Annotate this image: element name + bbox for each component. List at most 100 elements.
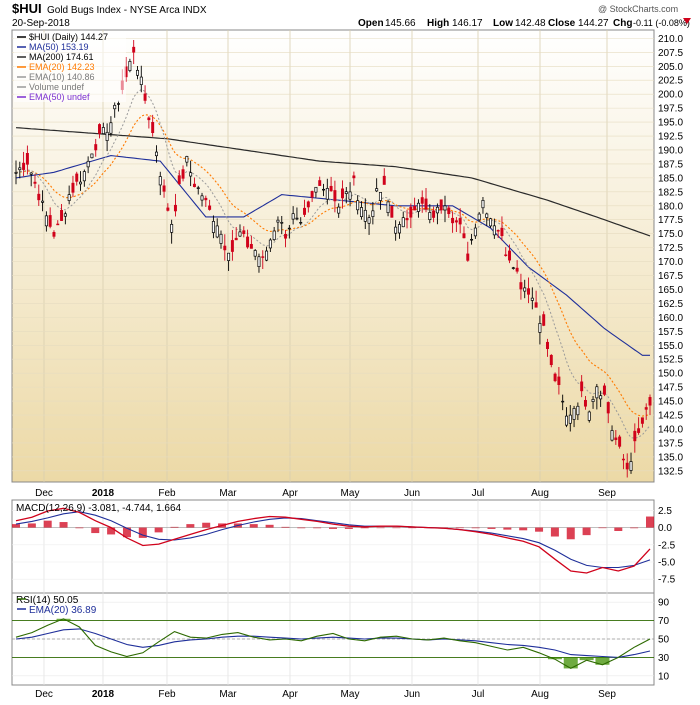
x-tick-label: May bbox=[341, 488, 360, 499]
candle bbox=[386, 201, 390, 214]
rsi-layer bbox=[15, 618, 651, 670]
candle bbox=[196, 187, 200, 189]
macd-histogram-bar bbox=[376, 527, 385, 529]
price-layer bbox=[14, 40, 652, 478]
candle bbox=[602, 385, 606, 395]
candle bbox=[341, 188, 344, 199]
x-tick-label: Mar bbox=[219, 689, 237, 700]
macd-histogram-bar bbox=[122, 527, 131, 538]
macd-signal-line bbox=[15, 511, 651, 569]
macd-tick-label: -7.5 bbox=[658, 575, 676, 586]
candle bbox=[185, 156, 189, 163]
candle bbox=[246, 236, 250, 248]
candle bbox=[580, 381, 584, 392]
candle bbox=[329, 185, 333, 192]
candle bbox=[481, 199, 485, 209]
macd-histogram-bar bbox=[138, 527, 147, 538]
candle bbox=[527, 288, 530, 295]
candle bbox=[394, 226, 398, 234]
macd-histogram-bar bbox=[297, 527, 306, 529]
candle bbox=[625, 462, 629, 470]
rsi-oversold-fill bbox=[579, 657, 594, 661]
candle bbox=[173, 204, 177, 212]
candle bbox=[473, 227, 477, 237]
candle bbox=[363, 209, 367, 222]
candle bbox=[22, 162, 26, 170]
candle bbox=[443, 205, 447, 211]
legend-entry: MA(200) 174.61 bbox=[29, 52, 94, 62]
candle bbox=[29, 172, 33, 175]
price-tick-label: 195.0 bbox=[658, 118, 683, 129]
candle bbox=[82, 171, 86, 182]
price-tick-label: 140.0 bbox=[658, 424, 683, 435]
candle bbox=[447, 207, 451, 215]
ma200-line bbox=[15, 127, 651, 237]
candle bbox=[621, 458, 625, 461]
macd-histogram-bar bbox=[550, 527, 559, 537]
candle bbox=[553, 373, 557, 382]
price-tick-label: 202.5 bbox=[658, 76, 683, 87]
price-tick-label: 175.0 bbox=[658, 229, 683, 240]
macd-histogram-bar bbox=[360, 527, 369, 529]
candle bbox=[253, 250, 257, 257]
candle bbox=[318, 180, 322, 186]
close-label: Close bbox=[548, 18, 576, 29]
rsi-ema-line bbox=[15, 628, 651, 658]
candle bbox=[458, 218, 462, 225]
macd-histogram-bar bbox=[27, 523, 36, 528]
candle bbox=[511, 267, 515, 269]
candle bbox=[25, 152, 29, 165]
candle bbox=[166, 207, 170, 211]
candle bbox=[359, 207, 363, 217]
legend-box bbox=[14, 32, 126, 102]
price-tick-label: 177.5 bbox=[658, 215, 683, 226]
macd-histogram-bar bbox=[471, 527, 480, 529]
open-label: Open bbox=[358, 18, 384, 29]
candle bbox=[572, 408, 576, 420]
x-tick-label: Sep bbox=[598, 689, 616, 700]
price-tick-label: 207.5 bbox=[658, 48, 683, 59]
x-tick-label: Dec bbox=[35, 689, 53, 700]
candle bbox=[215, 225, 219, 238]
legend-entry: Volume undef bbox=[29, 82, 85, 92]
price-tick-label: 135.0 bbox=[658, 452, 683, 463]
price-tick-label: 150.0 bbox=[658, 369, 683, 380]
candle bbox=[500, 227, 504, 237]
macd-histogram-bar bbox=[281, 526, 290, 528]
candle bbox=[98, 124, 102, 134]
candle bbox=[287, 227, 291, 230]
candle bbox=[75, 173, 79, 182]
candle bbox=[79, 181, 83, 185]
macd-histogram-bar bbox=[455, 527, 464, 529]
candle bbox=[181, 169, 185, 179]
candle bbox=[60, 209, 64, 221]
x-tick-label: May bbox=[341, 689, 360, 700]
macd-histogram-bar bbox=[202, 522, 211, 528]
candle bbox=[477, 213, 481, 221]
candle bbox=[268, 239, 272, 249]
price-tick-label: 185.0 bbox=[658, 173, 683, 184]
macd-histogram-bar bbox=[59, 522, 68, 528]
rsi-oversold-fill bbox=[563, 657, 578, 669]
ema10-line bbox=[15, 88, 651, 439]
candle bbox=[117, 103, 120, 105]
price-panel bbox=[11, 29, 655, 483]
candle bbox=[549, 354, 553, 366]
candle bbox=[71, 182, 75, 193]
low-label: Low bbox=[493, 18, 513, 29]
macd-histogram-bar bbox=[503, 527, 512, 530]
candle bbox=[200, 195, 204, 201]
index-name: Gold Bugs Index - NYSE Arca INDX bbox=[47, 5, 207, 16]
price-tick-label: 145.0 bbox=[658, 397, 683, 408]
candle bbox=[409, 206, 413, 218]
candle bbox=[94, 144, 98, 151]
candle bbox=[109, 122, 113, 134]
candle bbox=[344, 191, 348, 194]
grid-layer bbox=[12, 30, 654, 685]
candle bbox=[113, 104, 117, 110]
candle bbox=[280, 221, 284, 224]
candle bbox=[561, 400, 565, 403]
price-tick-label: 210.0 bbox=[658, 34, 683, 45]
macd-histogram-bar bbox=[566, 527, 575, 540]
